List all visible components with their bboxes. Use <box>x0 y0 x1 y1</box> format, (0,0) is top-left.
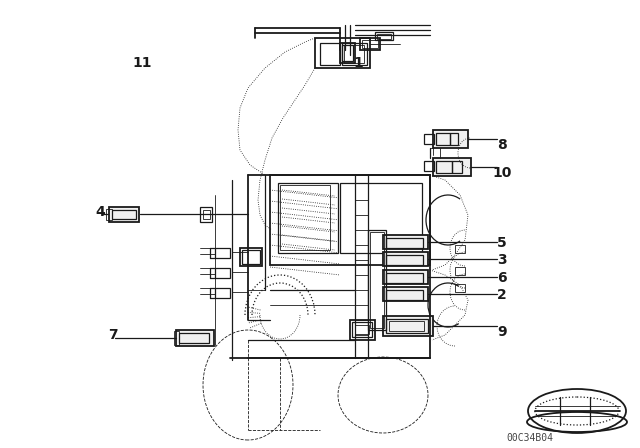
Text: 6: 6 <box>497 271 507 285</box>
Bar <box>344 45 364 63</box>
Bar <box>386 238 423 248</box>
Bar <box>270 175 430 265</box>
Bar <box>355 325 369 334</box>
Bar <box>179 333 209 343</box>
Bar <box>215 288 230 298</box>
Text: 10: 10 <box>492 166 512 180</box>
Bar <box>377 34 391 39</box>
Bar <box>386 273 423 283</box>
Text: 00C34B04: 00C34B04 <box>506 433 554 443</box>
Bar <box>424 161 434 171</box>
Bar <box>452 161 462 173</box>
Bar <box>242 250 260 264</box>
Bar <box>352 322 372 337</box>
Bar <box>240 248 262 266</box>
Bar <box>436 161 452 173</box>
Bar <box>386 255 423 265</box>
Bar <box>383 316 433 336</box>
Bar <box>320 43 340 65</box>
Bar <box>455 245 465 253</box>
Bar <box>436 133 450 145</box>
Bar <box>360 38 380 50</box>
Text: 7: 7 <box>108 328 118 342</box>
Bar <box>424 134 434 144</box>
Bar <box>350 320 375 340</box>
Bar <box>383 235 428 249</box>
Bar <box>174 331 179 345</box>
Bar <box>433 158 471 176</box>
Text: 3: 3 <box>497 253 507 267</box>
Bar <box>112 210 136 219</box>
Bar <box>370 232 384 328</box>
Bar <box>433 130 468 148</box>
Bar <box>455 267 465 275</box>
Bar <box>342 43 367 65</box>
Text: 2: 2 <box>497 288 507 302</box>
Bar <box>386 319 428 333</box>
Text: 1: 1 <box>353 56 363 70</box>
Bar <box>278 183 338 253</box>
Text: 4: 4 <box>95 205 105 219</box>
Text: 5: 5 <box>497 236 507 250</box>
Text: 8: 8 <box>497 138 507 152</box>
Bar <box>315 38 370 68</box>
Bar <box>375 32 393 40</box>
Bar <box>383 287 428 301</box>
Bar <box>362 40 378 48</box>
Bar <box>106 209 112 220</box>
Bar <box>389 321 424 331</box>
Bar <box>342 45 353 61</box>
Bar <box>368 230 386 330</box>
Bar <box>215 268 230 278</box>
Bar <box>340 43 355 63</box>
Bar <box>386 290 423 300</box>
Bar <box>455 284 465 292</box>
Bar <box>203 210 210 219</box>
Bar <box>176 330 214 346</box>
Bar <box>383 252 428 266</box>
Bar <box>383 270 428 284</box>
Text: 9: 9 <box>497 325 507 339</box>
Text: 11: 11 <box>132 56 152 70</box>
Bar <box>450 133 458 145</box>
Bar <box>215 248 230 258</box>
Bar <box>200 207 212 222</box>
Bar <box>109 207 139 222</box>
Bar <box>280 185 330 250</box>
Bar <box>340 183 422 253</box>
